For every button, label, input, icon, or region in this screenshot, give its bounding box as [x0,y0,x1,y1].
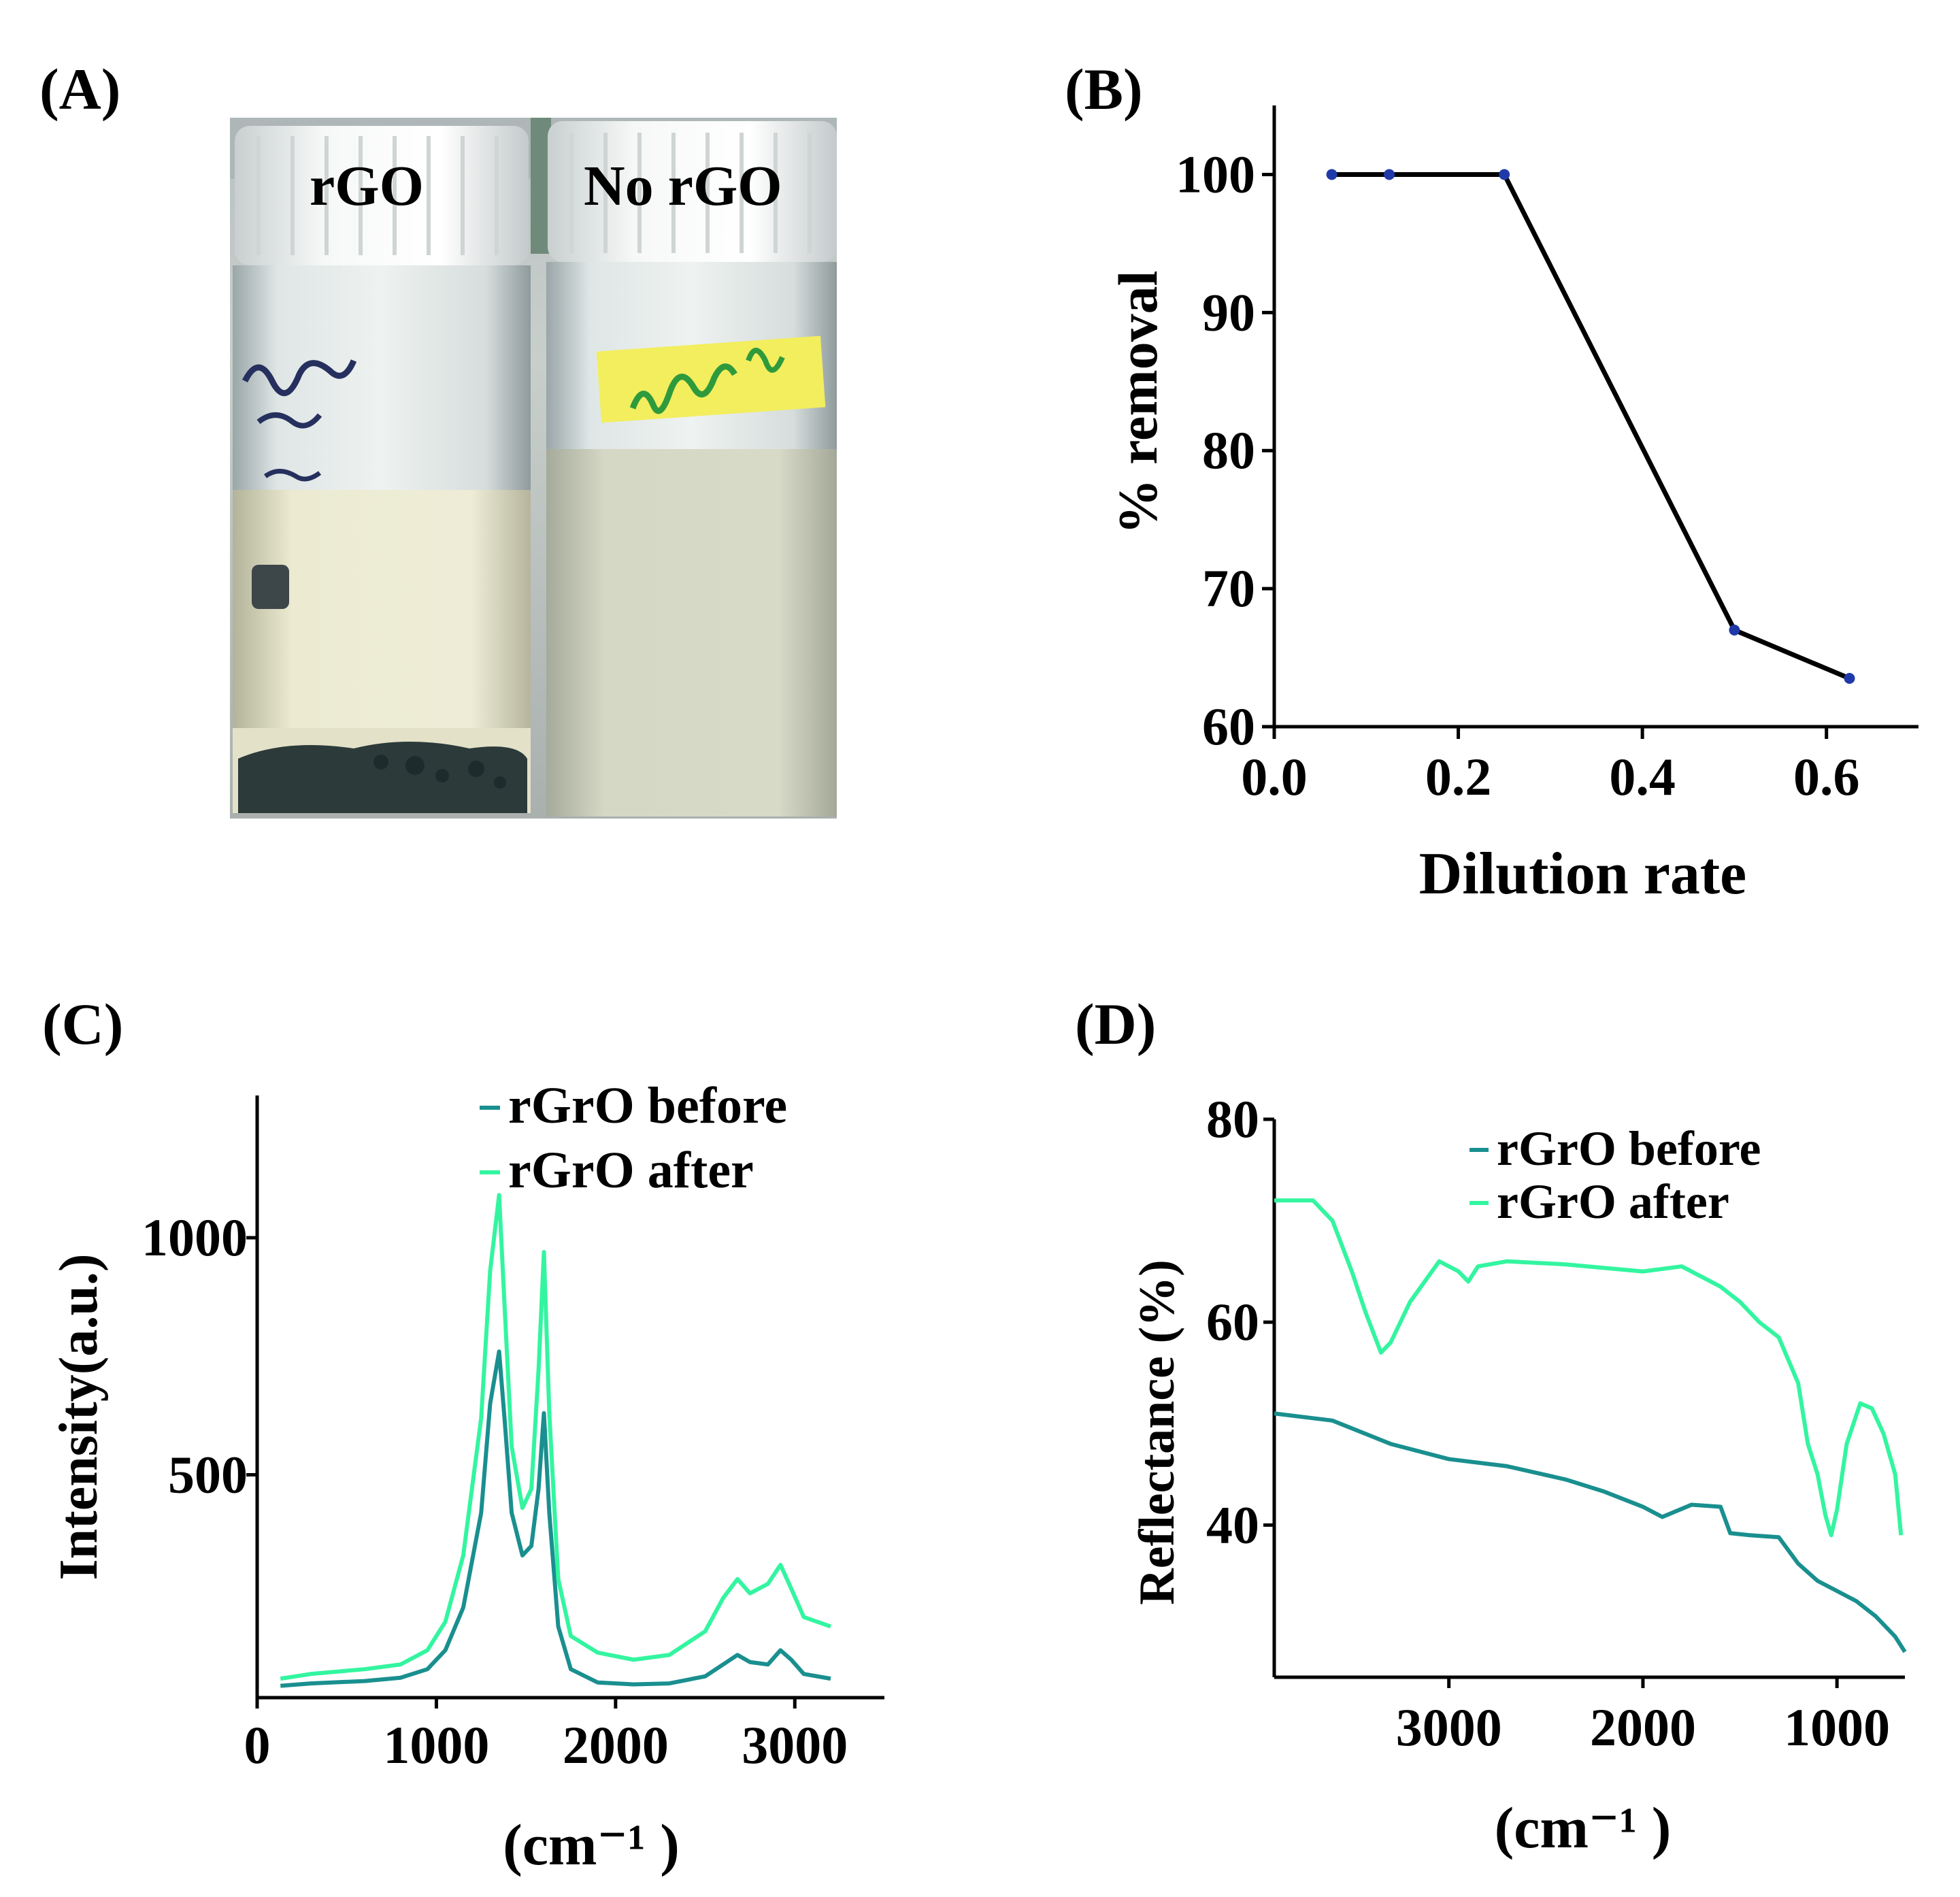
y-tick-label: 90 [1202,282,1255,342]
y-tick-label: 1000 [142,1208,248,1267]
legend-entry: rGrO before [1497,1121,1761,1176]
x-tick-label: 0.0 [1241,747,1308,806]
y-tick-label: 40 [1206,1495,1259,1554]
x-tick-label: 0 [244,1715,271,1775]
x-tick-label: 1000 [383,1715,489,1775]
x-tick-label: 2000 [1590,1698,1696,1757]
x-tick-label: 3000 [742,1715,848,1775]
x-tick-label: 0.2 [1425,747,1492,806]
x-axis-title: (cm⁻¹ ) [503,1812,680,1877]
data-point [1729,624,1740,636]
panel-label-a: (A) [39,56,121,122]
y-tick-label: 80 [1206,1089,1259,1149]
x-axis-title: (cm⁻¹ ) [1495,1795,1672,1860]
series-line-after [280,1193,831,1681]
series-line-before [280,1349,831,1688]
y-tick-label: 60 [1206,1292,1259,1351]
panel-label-b: (B) [1065,56,1143,122]
y-tick-label: 70 [1202,559,1255,618]
legend-entry: rGrO before [508,1077,787,1134]
y-axis-title: % removal [1107,271,1169,535]
data-point [1384,169,1395,180]
y-tick-label: 60 [1202,697,1255,756]
series-line-before [1274,1411,1907,1653]
vial-label-no-rgo: No rGO [584,154,782,218]
y-tick-label: 100 [1176,144,1255,203]
legend-entry: rGrO after [508,1142,754,1199]
y-axis-title: Reflectance (%) [1129,1259,1185,1604]
y-axis-title: Intensity(a.u.) [49,1253,109,1580]
data-point [1326,169,1338,180]
x-tick-label: 0.6 [1793,747,1860,806]
series-line-after [1274,1198,1904,1538]
y-tick-label: 80 [1202,420,1255,480]
panel-label-c: (C) [42,991,124,1057]
y-tick-label: 500 [168,1445,248,1504]
legend-entry: rGrO after [1497,1174,1729,1229]
x-tick-label: 3000 [1396,1698,1502,1757]
x-axis-title: Dilution rate [1419,841,1747,907]
panel-label-d: (D) [1075,991,1157,1057]
x-tick-label: 1000 [1784,1698,1890,1757]
vial-label-rgo: rGO [310,154,424,218]
data-point [1499,169,1510,180]
x-tick-label: 0.4 [1609,747,1676,806]
x-tick-label: 2000 [563,1715,669,1775]
data-point [1844,672,1855,684]
